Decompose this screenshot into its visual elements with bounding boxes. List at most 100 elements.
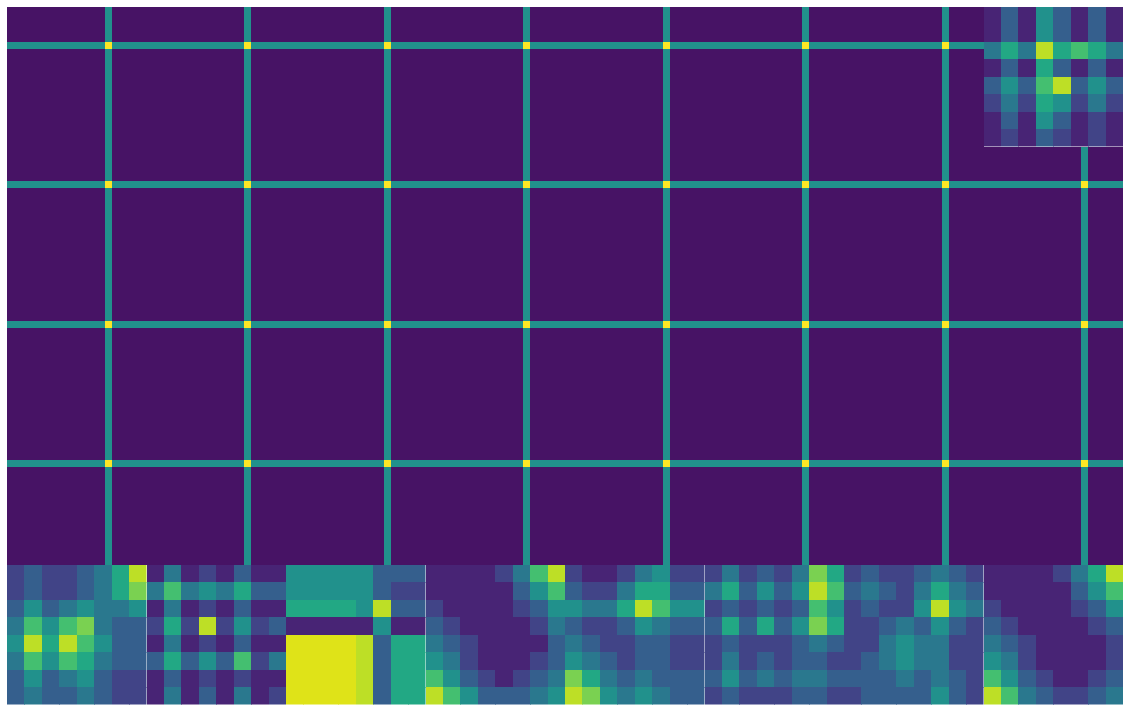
heatmap-cell	[495, 565, 513, 583]
heatmap	[565, 565, 705, 705]
heatmap-cell	[757, 635, 775, 653]
heatmap-cell	[7, 617, 25, 635]
heatmap-cell	[244, 181, 251, 188]
heatmap-cell	[1053, 129, 1071, 146]
heatmap-cell	[460, 617, 478, 635]
heatmap-cell	[1106, 600, 1123, 618]
heatmap-cell	[391, 582, 409, 600]
heatmap-cell	[652, 600, 670, 618]
heatmap-cell	[1106, 652, 1123, 670]
heatmap-cell	[809, 147, 844, 182]
heatmap-cell	[147, 687, 165, 704]
heatmap-cell	[670, 181, 705, 188]
heatmap-cell	[1036, 7, 1054, 25]
heatmap-cell	[600, 670, 618, 688]
heatmap-cell	[914, 652, 932, 670]
heatmap-cell	[705, 460, 803, 467]
heatmap-cell	[705, 426, 803, 461]
heatmap-cell	[7, 687, 25, 704]
heatmap-cell	[1081, 147, 1088, 182]
heatmap-cell	[426, 188, 524, 286]
heatmap-cell	[548, 565, 565, 583]
heatmap-cell	[234, 652, 252, 670]
heatmap-cell	[949, 49, 984, 147]
heatmap-cell	[147, 600, 165, 618]
heatmap-cell	[705, 617, 723, 635]
heatmap-cell	[600, 652, 618, 670]
heatmap-cell	[530, 49, 565, 147]
heatmap-cell	[879, 687, 897, 704]
heatmap-cell	[652, 617, 670, 635]
heatmap-cell	[338, 670, 356, 688]
heatmap-cell	[112, 652, 130, 670]
heatmap-cell	[59, 582, 77, 600]
heatmap-cell	[1088, 286, 1123, 321]
heatmap-cell	[663, 286, 670, 321]
heatmap-cell	[7, 670, 25, 688]
heatmap-cell	[251, 188, 286, 286]
heatmap-cell	[391, 687, 409, 704]
heatmap-cell	[7, 42, 105, 49]
heatmap-cell	[809, 321, 844, 328]
heatmap-cell	[443, 635, 461, 653]
heatmap-cell	[181, 617, 199, 635]
heatmap-cell	[1053, 77, 1071, 95]
heatmap-cell	[809, 426, 844, 461]
heatmap-cell	[1081, 467, 1088, 565]
heatmap-cell	[164, 635, 182, 653]
heatmap-cell	[705, 565, 723, 583]
heatmap-cell	[478, 582, 496, 600]
heatmap-cell	[1001, 582, 1019, 600]
heatmap-cell	[384, 328, 391, 426]
heatmap-cell	[635, 617, 653, 635]
heatmap-cell	[391, 42, 426, 49]
heatmap-cell	[670, 147, 705, 182]
heatmap-cell	[181, 600, 199, 618]
heatmap-cell	[105, 147, 112, 182]
heatmap-cell	[112, 188, 147, 286]
heatmap-cell	[112, 635, 130, 653]
heatmap-cell	[147, 181, 245, 188]
heatmap-cell	[391, 600, 409, 618]
heatmap-cell	[670, 42, 705, 49]
heatmap-cell	[792, 565, 810, 583]
heatmap-cell	[722, 670, 740, 688]
heatmap-cell	[931, 652, 949, 670]
heatmap-cell	[705, 42, 803, 49]
heatmap-cell	[635, 600, 653, 618]
heatmap-cell	[600, 582, 618, 600]
heatmap-cell	[896, 652, 914, 670]
heatmap-cell	[286, 181, 384, 188]
heatmap-cell	[199, 687, 217, 704]
heatmap-cell	[216, 687, 234, 704]
heatmap-cell	[523, 286, 530, 321]
heatmap-cell	[478, 652, 496, 670]
heatmap-cell	[1088, 129, 1106, 146]
heatmap-cell	[7, 565, 25, 583]
heatmap-cell	[827, 582, 844, 600]
heatmap-cell	[530, 7, 565, 42]
heatmap-cell	[181, 635, 199, 653]
heatmap-cell	[105, 7, 112, 42]
heatmap-cell	[391, 635, 409, 653]
heatmap-cell	[1106, 94, 1123, 112]
heatmap-cell	[802, 147, 809, 182]
heatmap-cell	[739, 670, 757, 688]
heatmap-cell	[356, 670, 374, 688]
heatmap-cell	[384, 188, 391, 286]
heatmap-cell	[635, 670, 653, 688]
heatmap-cell	[1018, 565, 1036, 583]
heatmap-cell	[286, 565, 304, 583]
heatmap-cell	[495, 635, 513, 653]
heatmap-cell	[426, 286, 524, 321]
heatmap-cell	[896, 687, 914, 704]
heatmap-cell	[984, 181, 1082, 188]
heatmap-cell	[1088, 42, 1106, 60]
heatmap-cell	[722, 582, 740, 600]
heatmap-cell	[7, 426, 105, 461]
heatmap-cell	[827, 687, 844, 704]
heatmap-cell	[338, 652, 356, 670]
heatmap-cell	[600, 635, 618, 653]
heatmap-cell	[949, 670, 967, 688]
heatmap-cell	[757, 617, 775, 635]
